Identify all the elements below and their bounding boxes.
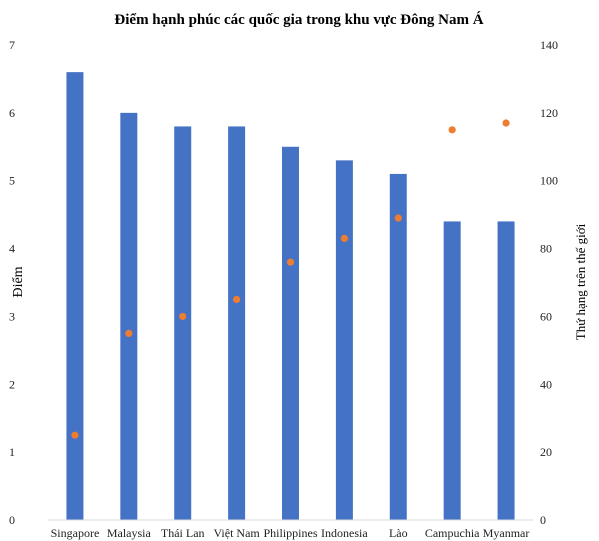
rank-point: [125, 329, 133, 337]
y2-tick-label: 120: [540, 106, 558, 120]
rank-point: [286, 258, 295, 266]
rank-point: [179, 312, 187, 321]
y-tick-label: 5: [9, 174, 15, 188]
y-tick-label: 6: [9, 106, 15, 120]
rank-point: [502, 119, 510, 127]
y-tick-label: 7: [9, 38, 15, 52]
bar: [282, 146, 299, 521]
y-tick-label: 2: [9, 377, 15, 391]
x-tick-label: Việt Nam: [213, 526, 260, 540]
bar: [120, 112, 138, 520]
x-tick-label: Lào: [389, 526, 408, 540]
chart-title: Điểm hạnh phúc các quốc gia trong khu vự…: [114, 11, 483, 28]
y-tick-label: 1: [9, 445, 15, 459]
bar: [389, 173, 407, 520]
rank-point: [340, 234, 348, 242]
bar-series: [66, 72, 515, 521]
x-tick-label: Campuchia: [425, 526, 480, 540]
y-tick-label: 4: [9, 242, 15, 256]
bar: [443, 221, 461, 520]
y2-axis-ticks: 0 20 40 60 80 100 120 140: [540, 38, 558, 527]
x-tick-label: Philippines: [263, 526, 317, 540]
y-axis-ticks: 0 1 2 3 4 5 6 7: [9, 38, 15, 527]
rank-point: [448, 126, 456, 134]
y2-tick-label: 100: [540, 174, 558, 188]
x-tick-label: Thái Lan: [161, 526, 205, 540]
rank-point: [233, 295, 241, 304]
bar: [174, 126, 192, 520]
y2-tick-label: 140: [540, 38, 558, 52]
bar: [335, 160, 353, 520]
rank-point: [394, 214, 402, 222]
y2-tick-label: 0: [540, 513, 546, 527]
bar: [497, 221, 515, 520]
y2-tick-label: 60: [540, 309, 552, 323]
y-tick-label: 0: [9, 513, 15, 527]
x-tick-label: Indonesia: [321, 526, 368, 540]
rank-point: [71, 431, 79, 439]
y-axis-label: Điểm: [11, 266, 26, 297]
x-axis-ticks: Singapore Malaysia Thái Lan Việt Nam Philipp…: [51, 526, 530, 540]
y2-tick-label: 80: [540, 242, 552, 256]
y-tick-label: 3: [9, 309, 15, 323]
x-tick-label: Singapore: [51, 526, 100, 540]
y2-tick-label: 20: [540, 445, 552, 459]
bar: [228, 126, 246, 520]
rank-points: [71, 119, 510, 439]
bar: [66, 72, 84, 521]
x-tick-label: Malaysia: [107, 526, 152, 540]
y2-axis-label: Thứ hạng trên thế giới: [573, 223, 588, 340]
x-tick-label: Myanmar: [483, 526, 530, 540]
y2-tick-label: 40: [540, 377, 552, 391]
